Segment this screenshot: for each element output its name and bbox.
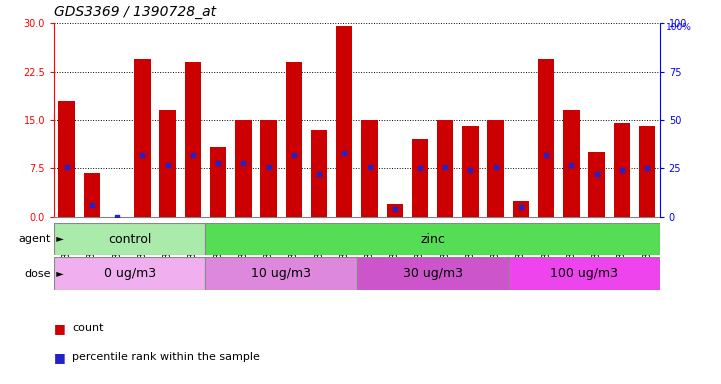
Bar bbox=[437, 120, 454, 217]
Bar bbox=[462, 126, 479, 217]
Bar bbox=[508, 257, 660, 290]
Text: control: control bbox=[108, 233, 151, 245]
Bar bbox=[286, 62, 302, 217]
Text: ►: ► bbox=[50, 268, 64, 279]
Bar bbox=[58, 101, 75, 217]
Bar bbox=[639, 126, 655, 217]
Bar bbox=[84, 173, 100, 217]
Text: GDS3369 / 1390728_at: GDS3369 / 1390728_at bbox=[54, 5, 216, 19]
Bar bbox=[538, 59, 554, 217]
Text: 10 ug/m3: 10 ug/m3 bbox=[251, 267, 311, 280]
Text: 100 ug/m3: 100 ug/m3 bbox=[550, 267, 618, 280]
Bar bbox=[54, 223, 205, 255]
Text: 100%: 100% bbox=[665, 23, 691, 32]
Bar bbox=[563, 110, 580, 217]
Bar bbox=[614, 123, 630, 217]
Bar bbox=[185, 62, 201, 217]
Bar bbox=[210, 147, 226, 217]
Bar bbox=[357, 257, 508, 290]
Text: agent: agent bbox=[18, 234, 50, 244]
Bar bbox=[54, 257, 205, 290]
Bar bbox=[513, 201, 529, 217]
Text: 0 ug/m3: 0 ug/m3 bbox=[104, 267, 156, 280]
Text: percentile rank within the sample: percentile rank within the sample bbox=[72, 352, 260, 362]
Bar bbox=[487, 120, 504, 217]
Text: 30 ug/m3: 30 ug/m3 bbox=[402, 267, 463, 280]
Bar bbox=[134, 59, 151, 217]
Bar bbox=[205, 223, 660, 255]
Bar bbox=[235, 120, 252, 217]
Bar bbox=[260, 120, 277, 217]
Bar bbox=[412, 139, 428, 217]
Bar bbox=[159, 110, 176, 217]
Text: count: count bbox=[72, 323, 104, 333]
Bar bbox=[361, 120, 378, 217]
Text: ■: ■ bbox=[54, 322, 66, 335]
Bar bbox=[336, 26, 353, 217]
Text: zinc: zinc bbox=[420, 233, 445, 245]
Text: dose: dose bbox=[24, 268, 50, 279]
Bar bbox=[588, 152, 605, 217]
Bar bbox=[311, 130, 327, 217]
Bar bbox=[386, 204, 403, 217]
Text: ■: ■ bbox=[54, 351, 66, 364]
Bar bbox=[205, 257, 357, 290]
Text: ►: ► bbox=[50, 234, 64, 244]
